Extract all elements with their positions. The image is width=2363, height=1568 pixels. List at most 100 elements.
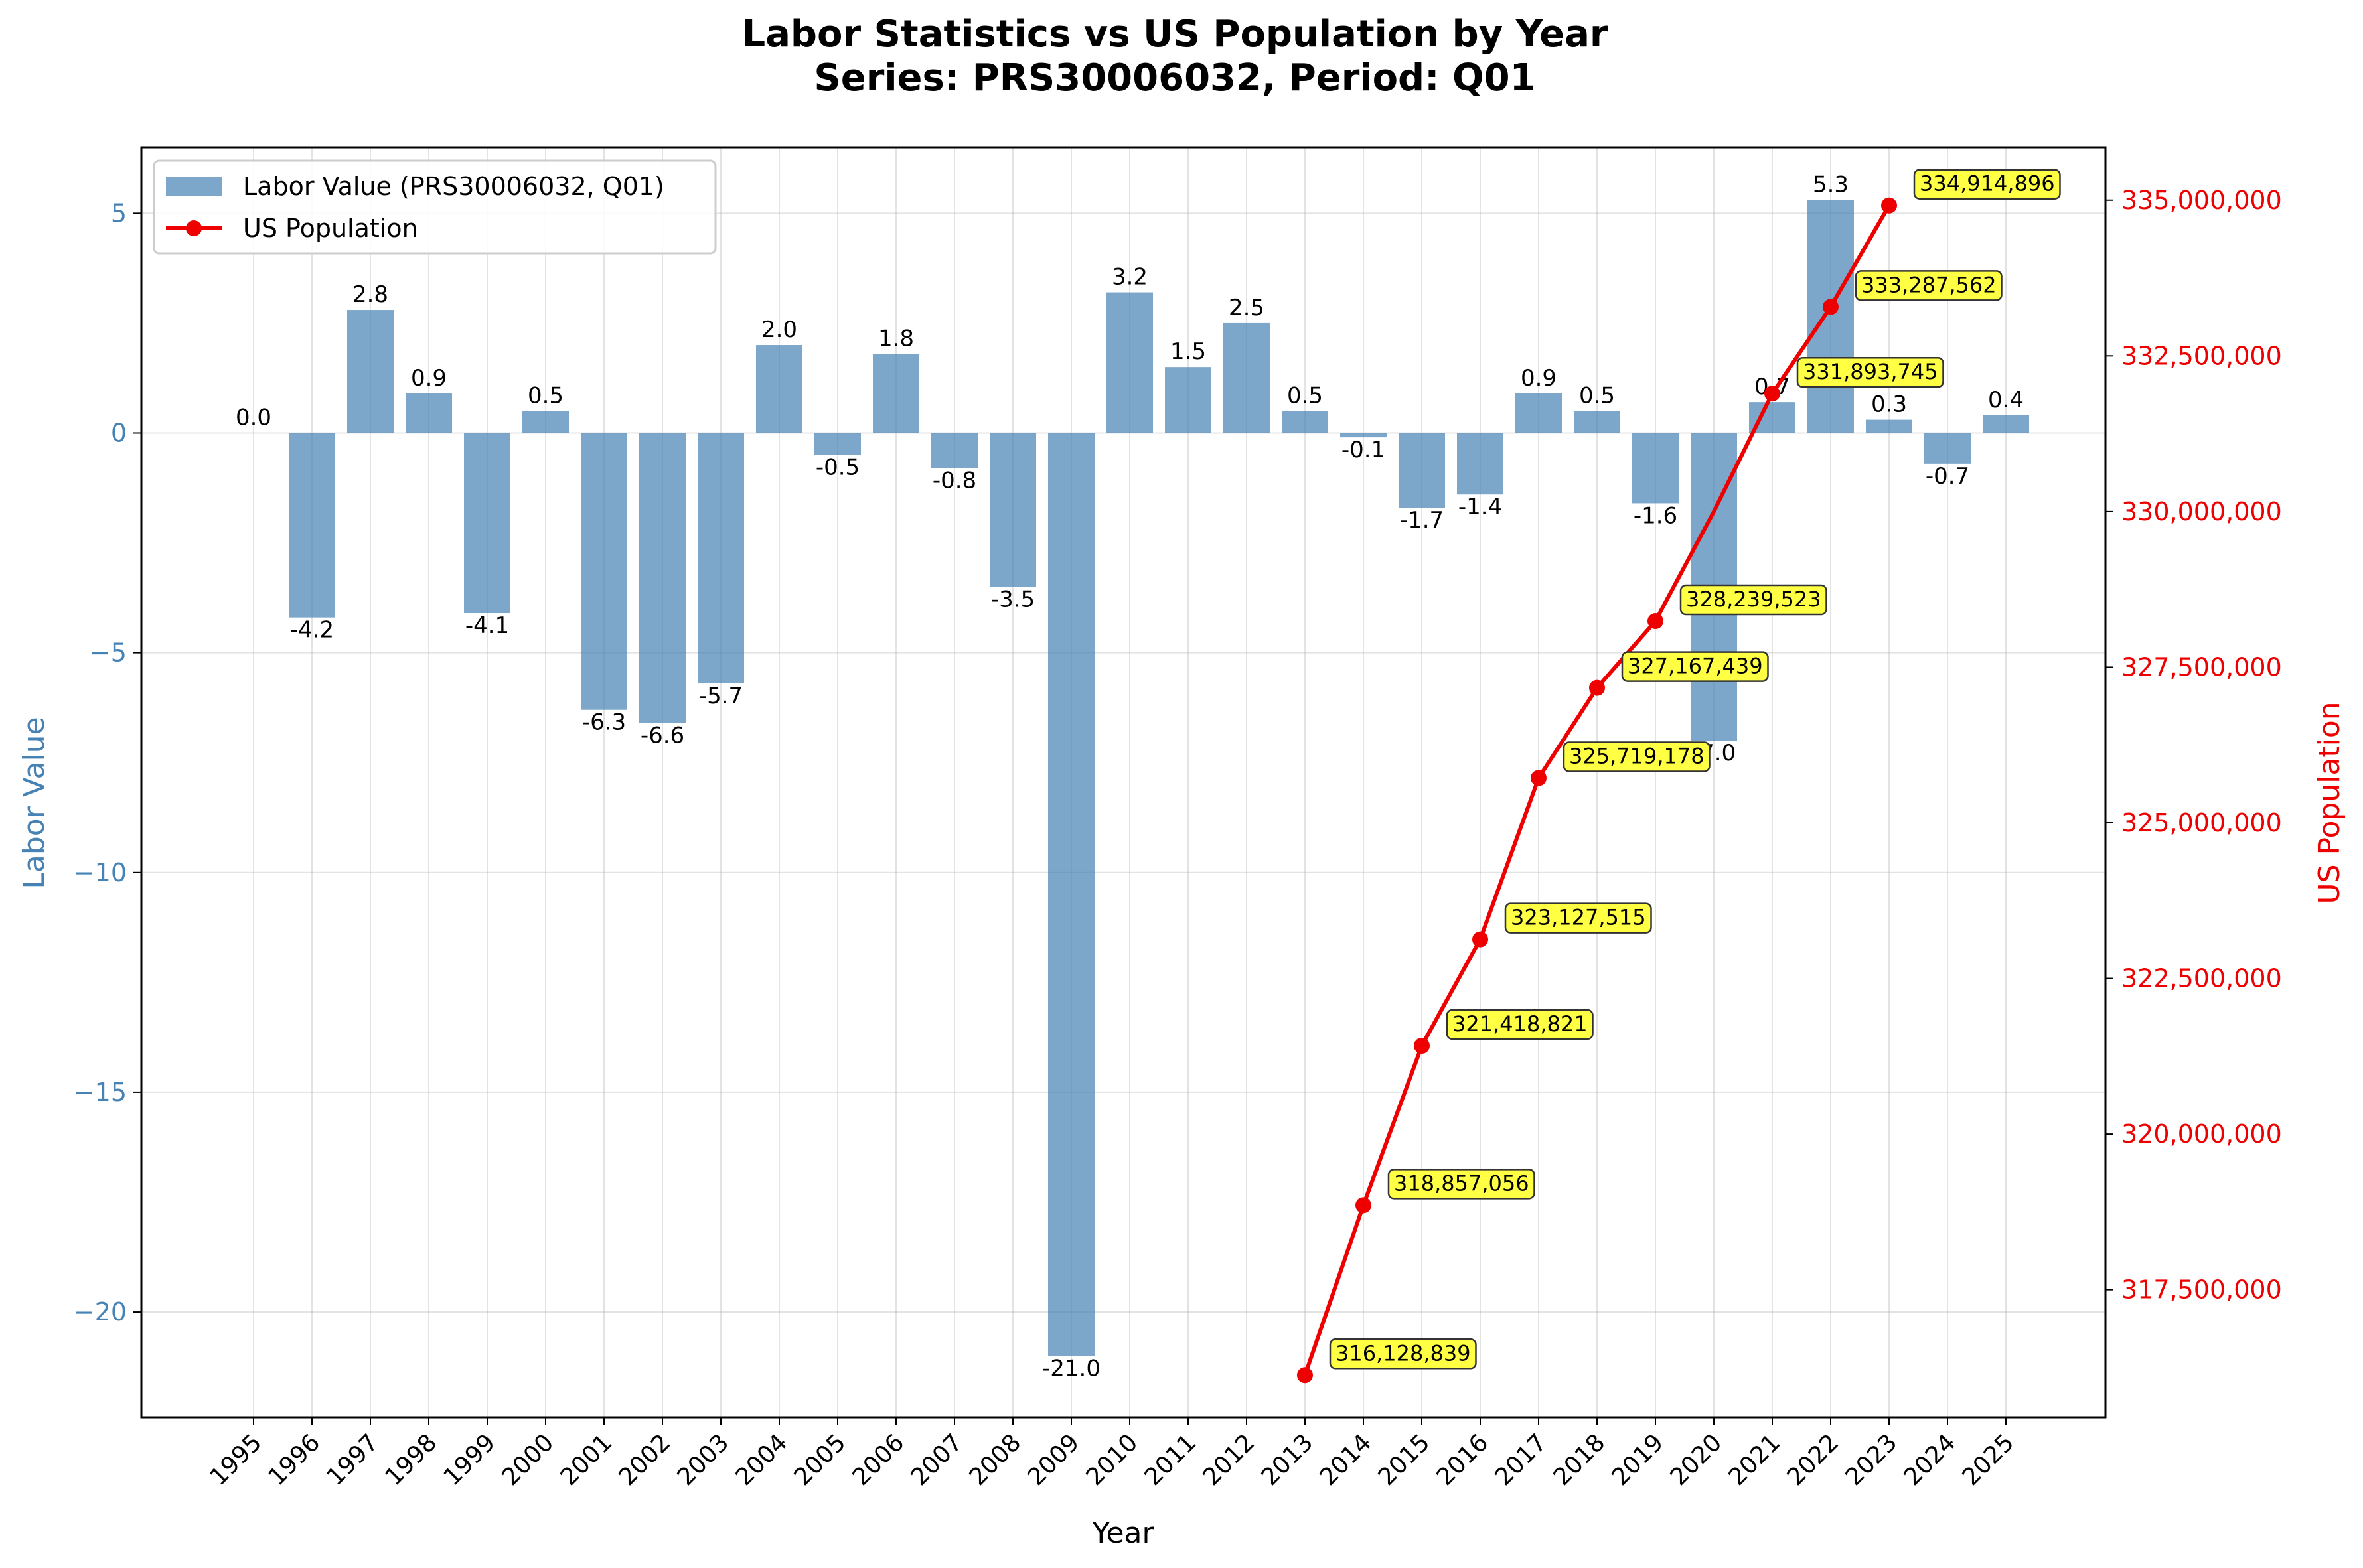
bar-1996 [289, 433, 335, 618]
bar-label-1998: 0.9 [411, 365, 447, 392]
x-tick-2016: 2016 [1432, 1429, 1494, 1491]
chart-title-line1: Labor Statistics vs US Population by Yea… [741, 13, 1608, 56]
x-tick-2000: 2000 [497, 1429, 560, 1491]
population-point-2022 [1823, 299, 1839, 315]
x-tick-2022: 2022 [1782, 1429, 1845, 1491]
population-annotation-2015: 321,418,821 [1452, 1011, 1588, 1036]
bar-label-2012: 2.5 [1229, 295, 1264, 321]
x-tick-2010: 2010 [1081, 1429, 1144, 1491]
population-point-2019 [1647, 613, 1663, 630]
x-tick-2024: 2024 [1899, 1429, 1961, 1491]
right-y-tick: 320,000,000 [2121, 1119, 2282, 1149]
bar-label-2011: 1.5 [1170, 338, 1206, 365]
population-annotation-2023: 334,914,896 [1920, 171, 2055, 196]
bar-value-labels: 0.0 -4.2 2.8 0.9 -4.1 0.5 -6.3 -6.6 -5.7 2.0 -0.5 1… [236, 171, 2024, 1382]
bar-2011 [1165, 367, 1211, 433]
x-tick-2007: 2007 [906, 1429, 968, 1491]
bar-label-2006: 1.8 [878, 325, 914, 352]
x-tick-1996: 1996 [264, 1429, 326, 1491]
bar-2015 [1399, 433, 1445, 508]
bar-1997 [347, 310, 394, 433]
left-y-tick: −15 [74, 1078, 127, 1107]
bar-2002 [639, 433, 686, 723]
bar-2004 [756, 345, 802, 433]
population-point-2014 [1355, 1197, 1371, 1214]
x-tick-2021: 2021 [1724, 1429, 1786, 1491]
bar-2005 [814, 433, 861, 455]
population-annotation-box [1679, 584, 1827, 616]
bar-2010 [1106, 292, 1153, 433]
population-annotation-box [1446, 1009, 1594, 1040]
left-y-tick: 0 [111, 418, 127, 447]
bar-label-2016: -1.4 [1458, 494, 1502, 520]
population-point-2023 [1881, 197, 1897, 214]
bar-label-2023: 0.3 [1871, 392, 1907, 418]
bar-2022 [1807, 200, 1854, 433]
right-y-tick: 327,500,000 [2121, 652, 2282, 681]
bar-label-1996: -4.2 [290, 617, 334, 644]
bar-2016 [1457, 433, 1503, 495]
x-tick-2002: 2002 [614, 1429, 676, 1491]
bar-2006 [873, 354, 919, 433]
population-annotation-box [1504, 902, 1652, 934]
legend-line-label: US Population [243, 214, 418, 243]
bar-label-2014: -0.1 [1341, 437, 1385, 463]
bar-2009 [1048, 433, 1095, 1356]
left-y-tick: 5 [111, 198, 127, 228]
population-annotations: 316,128,839 318,857,056 321,418,821 323,127… [1329, 169, 2061, 1370]
legend-bar-label: Labor Value (PRS30006032, Q01) [243, 172, 664, 201]
population-annotation-2016: 323,127,515 [1511, 905, 1646, 930]
bar-2008 [990, 433, 1036, 587]
bar-label-2017: 0.9 [1521, 365, 1557, 392]
bar-label-2007: -0.8 [933, 467, 976, 494]
bar-label-1999: -4.1 [465, 612, 509, 639]
population-annotation-2017: 325,719,178 [1569, 744, 1705, 769]
left-y-tick: −10 [74, 858, 127, 887]
right-y-tick: 322,500,000 [2121, 964, 2282, 993]
bar-label-2000: 0.5 [528, 382, 564, 409]
population-annotation-2021: 331,893,745 [1803, 359, 1938, 384]
x-tick-1998: 1998 [380, 1429, 443, 1491]
population-annotation-box [1913, 169, 2061, 200]
right-y-tick: 335,000,000 [2121, 186, 2282, 215]
bar-label-2001: -6.3 [582, 709, 626, 736]
population-annotation-box [1387, 1169, 1535, 1200]
right-y-axis-label: US Population [2313, 701, 2346, 904]
legend-line-marker [186, 220, 202, 236]
population-annotation-2018: 327,167,439 [1628, 654, 1763, 679]
bar-2014 [1340, 433, 1387, 438]
bar-2000 [522, 411, 569, 433]
right-y-tick: 332,500,000 [2121, 341, 2282, 370]
bar-label-2015: -1.7 [1400, 507, 1444, 534]
x-tick-1995: 1995 [205, 1429, 267, 1491]
population-point-2017 [1531, 770, 1547, 786]
population-point-2021 [1764, 386, 1780, 402]
x-tick-1999: 1999 [439, 1429, 501, 1491]
bar-label-1995: 0.0 [236, 404, 271, 431]
bar-label-2003: -5.7 [699, 683, 743, 709]
bar-label-2022: 5.3 [1813, 171, 1849, 198]
bar-label-2025: 0.4 [1988, 387, 2024, 413]
bar-2012 [1223, 322, 1270, 433]
x-tick-2003: 2003 [672, 1429, 735, 1491]
x-tick-2011: 2011 [1140, 1429, 1202, 1491]
x-tick-2020: 2020 [1665, 1429, 1728, 1491]
bar-label-2019: -1.6 [1634, 502, 1677, 529]
population-annotation-box [1563, 741, 1711, 772]
population-annotation-box [1621, 651, 1769, 682]
population-point-2015 [1414, 1037, 1430, 1054]
bar-2023 [1866, 419, 1912, 433]
bar-2017 [1515, 393, 1562, 433]
bar-label-2024: -0.7 [1926, 463, 1969, 490]
x-axis-label: Year [1091, 1516, 1154, 1550]
bar-2003 [698, 433, 744, 683]
x-tick-2014: 2014 [1315, 1429, 1377, 1491]
left-y-tick: −20 [74, 1297, 127, 1326]
bar-label-2008: -3.5 [991, 586, 1035, 612]
left-y-tick: −5 [90, 638, 127, 668]
population-point-2013 [1297, 1367, 1313, 1384]
bar-label-2004: 2.0 [761, 317, 797, 343]
x-tick-2006: 2006 [848, 1429, 910, 1491]
population-annotation-2014: 318,857,056 [1394, 1171, 1529, 1196]
